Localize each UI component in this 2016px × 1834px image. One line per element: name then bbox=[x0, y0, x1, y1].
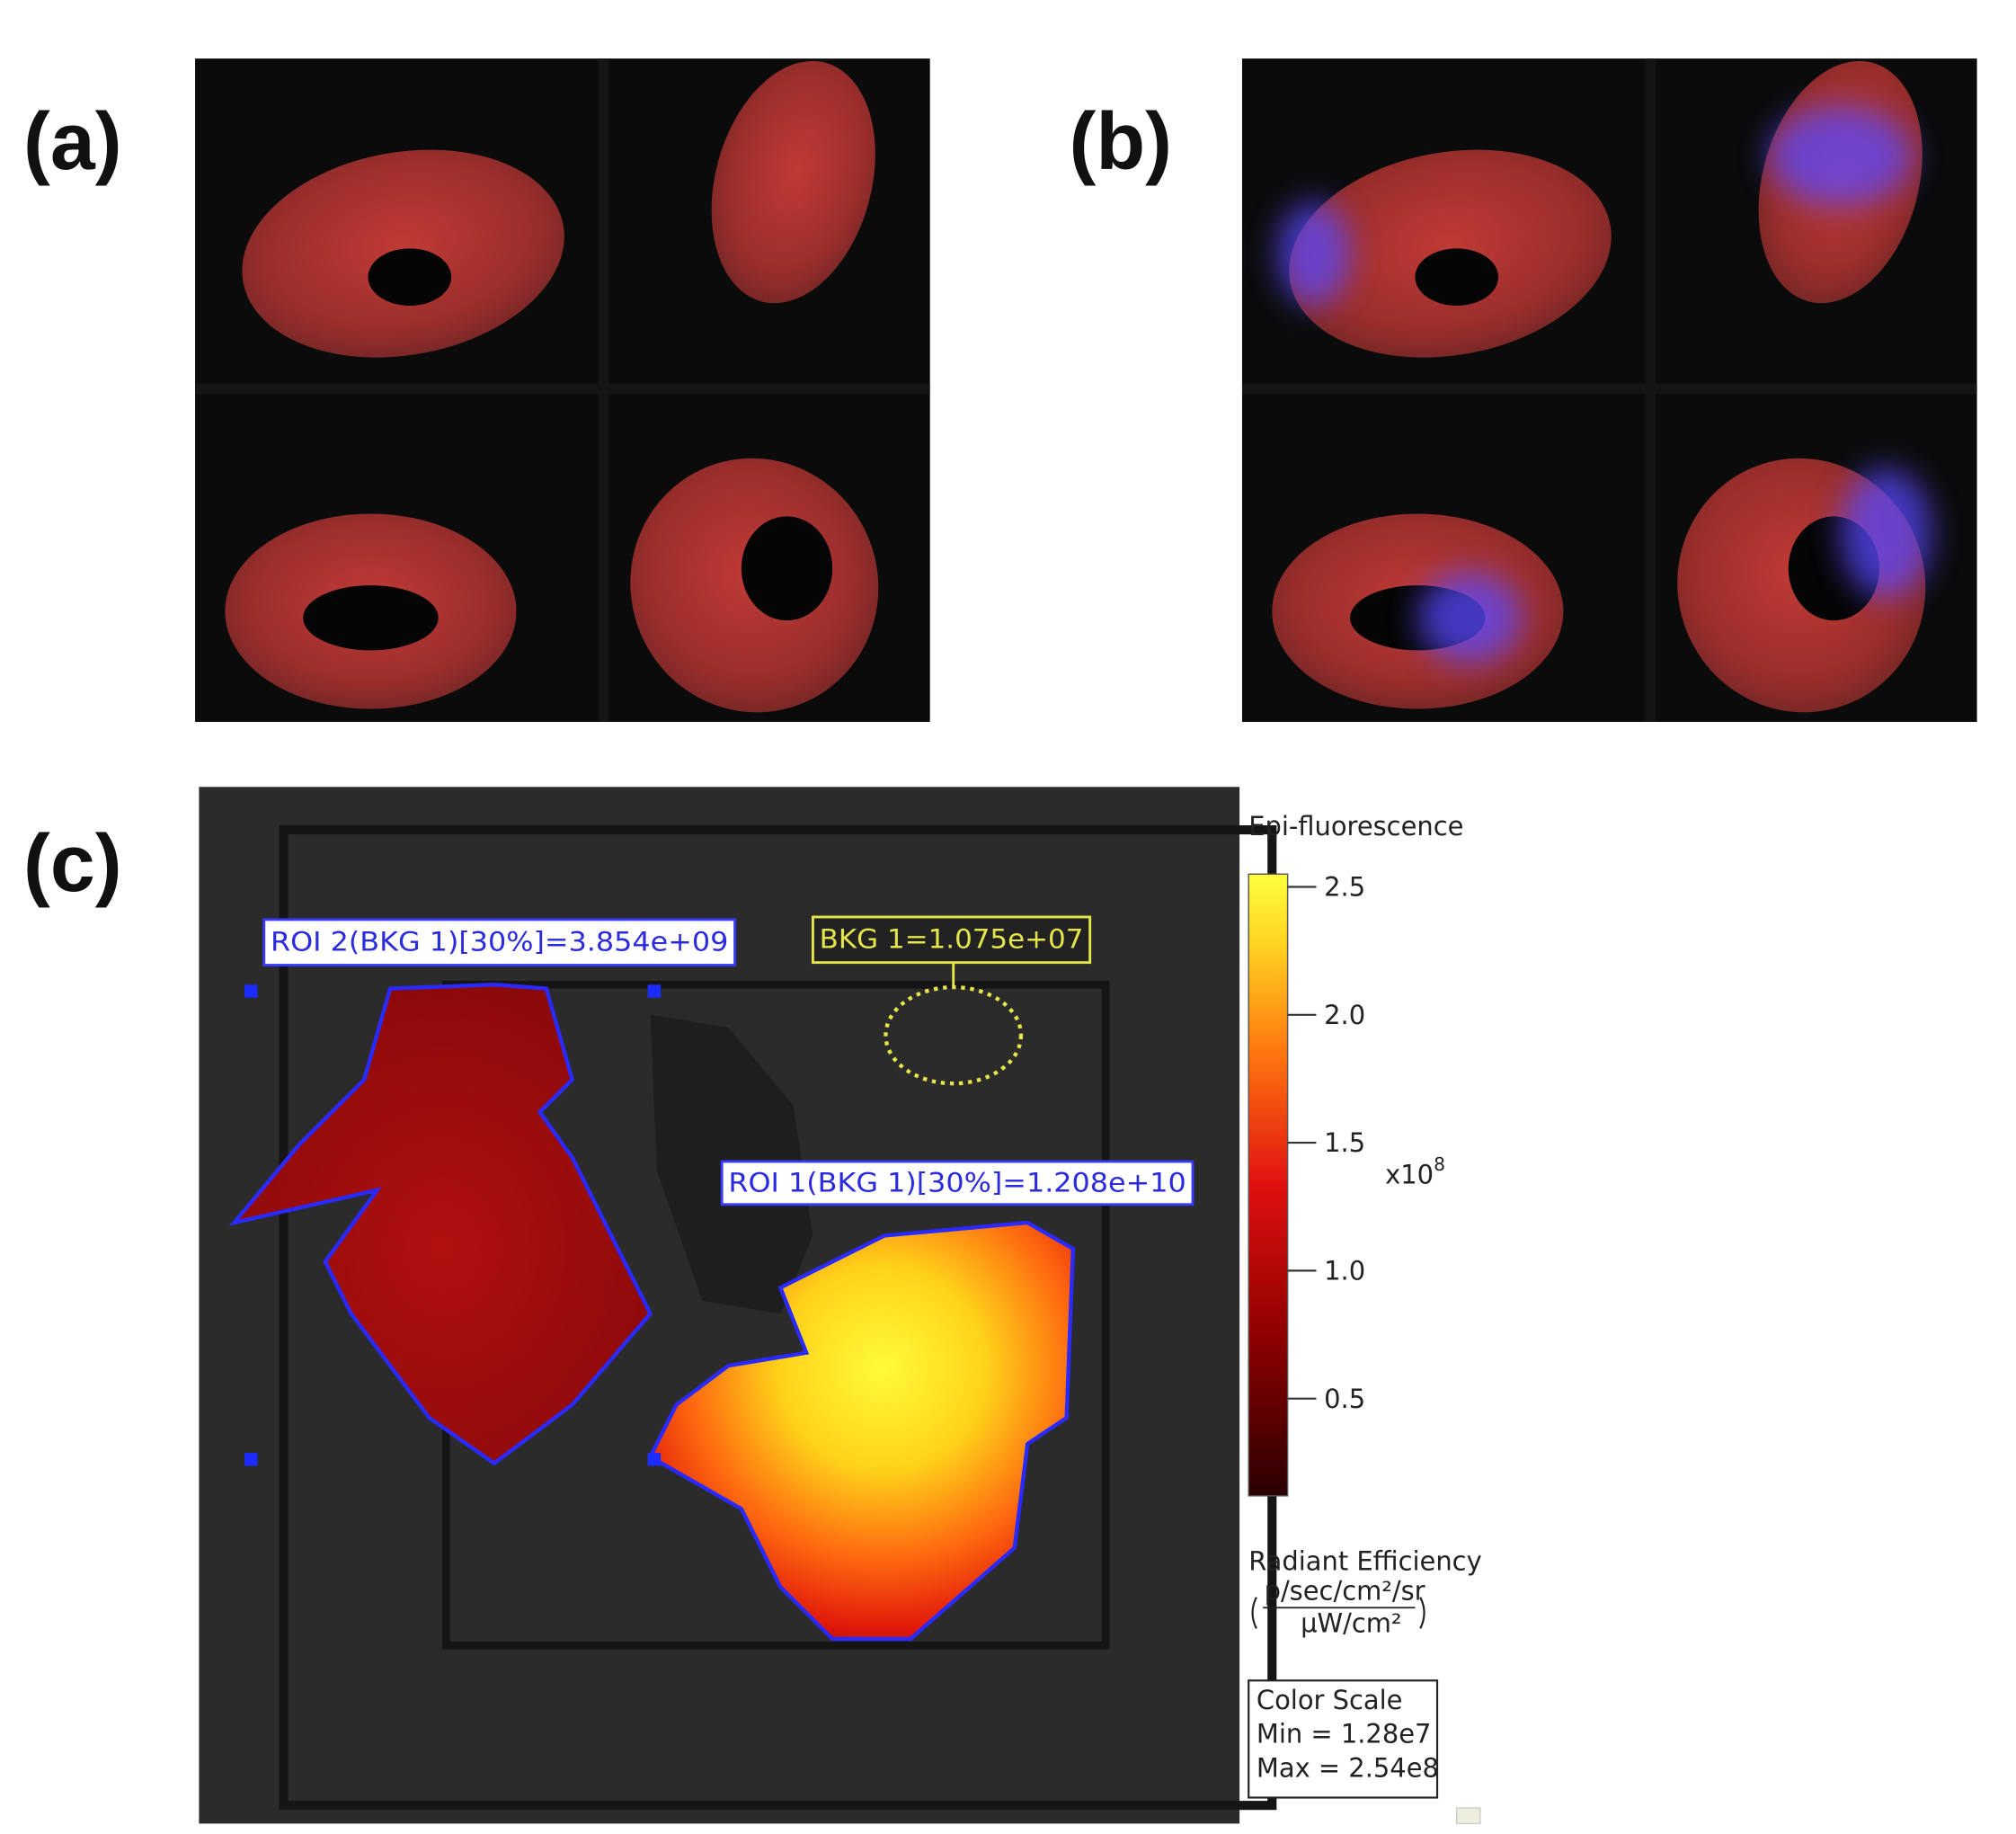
panel-label: (b) bbox=[1070, 97, 1173, 187]
photo bbox=[195, 42, 930, 748]
resize-grip bbox=[1456, 1807, 1481, 1825]
colorbar bbox=[1248, 873, 1289, 1497]
tick-label: 2.5 bbox=[1324, 872, 1365, 903]
multiplier-power: 8 bbox=[1434, 1153, 1445, 1175]
paren bbox=[1419, 1597, 1425, 1629]
multiplier: x108 bbox=[1385, 1153, 1445, 1189]
color-scale-min: Min = 1.28e7 bbox=[1257, 1719, 1432, 1749]
roi-label: ROI 1(BKG 1)[30%]=1.208e+10 bbox=[728, 1167, 1186, 1197]
panel-label: (c) bbox=[23, 819, 122, 909]
label-box bbox=[720, 1160, 1195, 1206]
background-label: BKG 1=1.075e+07 bbox=[820, 924, 1084, 955]
label-box bbox=[811, 915, 1092, 965]
tick-label: 0.5 bbox=[1324, 1384, 1365, 1414]
paren bbox=[1251, 1597, 1257, 1629]
roi-label: ROI 2(BKG 1)[30%]=3.854e+09 bbox=[271, 927, 728, 957]
unit-numerator: p/sec/cm²/sr bbox=[1265, 1576, 1425, 1607]
roi-region bbox=[647, 1220, 1076, 1642]
label-box bbox=[262, 918, 737, 966]
roi-region bbox=[228, 983, 653, 1466]
fluorescence-overlay bbox=[1277, 106, 1932, 663]
color-scale-max: Max = 2.54e8 bbox=[1257, 1752, 1439, 1783]
unit-denominator: µW/cm² bbox=[1301, 1608, 1401, 1639]
selection-handles bbox=[244, 984, 662, 1466]
tick-label: 1.5 bbox=[1324, 1127, 1365, 1158]
colorbar-title: Epi-fluorescence bbox=[1248, 811, 1463, 841]
color-scale-title: Color Scale bbox=[1257, 1685, 1403, 1715]
multiplier-base: x10 bbox=[1385, 1160, 1434, 1190]
tick-label: 1.0 bbox=[1324, 1256, 1365, 1286]
tick-label: 2.0 bbox=[1324, 1000, 1365, 1030]
color-scale-box bbox=[1248, 1679, 1439, 1799]
panel-label: (a) bbox=[23, 97, 122, 187]
unit-title: Radiant Efficiency bbox=[1248, 1545, 1482, 1576]
